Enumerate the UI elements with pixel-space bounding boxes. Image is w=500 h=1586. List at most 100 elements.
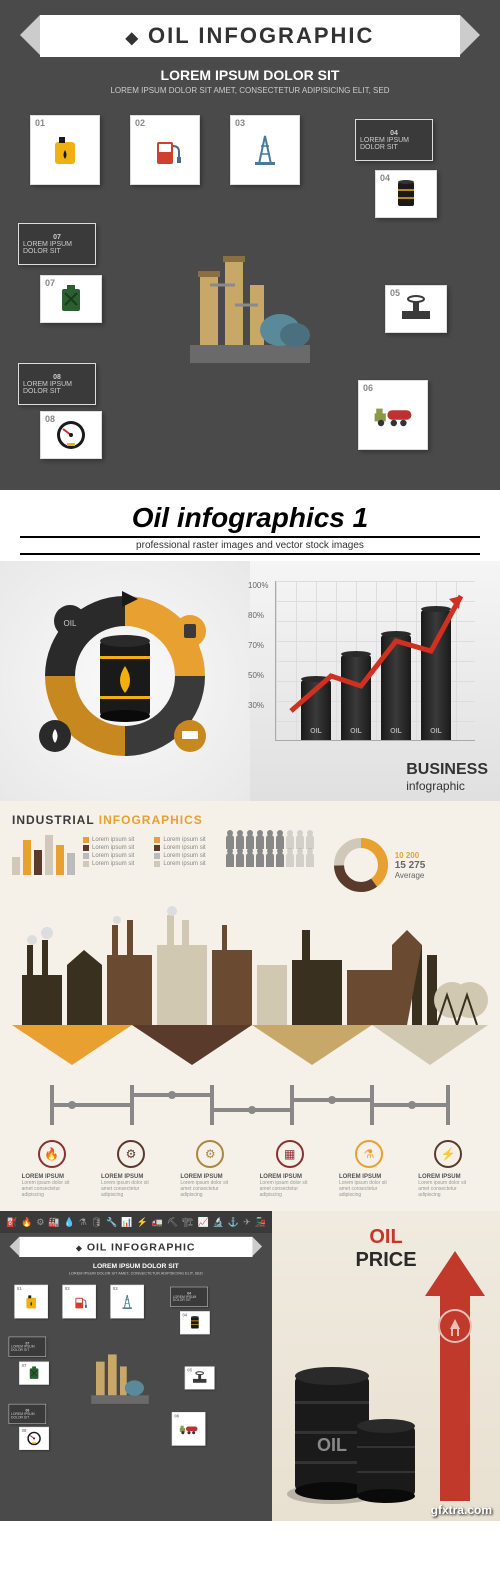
- title-banner: ◆ OIL INFOGRAPHIC: [40, 15, 460, 57]
- bar-chart: 100%80%70%50%30% OILOILOILOIL: [275, 581, 475, 741]
- process-icon: 🔥: [38, 1140, 66, 1168]
- oil-barrels-icon: OIL: [287, 1326, 427, 1506]
- info-box-barrel: 04: [180, 1311, 210, 1334]
- mini-bar: [67, 853, 75, 875]
- info-box-jerrycan: 07: [19, 1362, 49, 1385]
- lorem-block: LOREM IPSUMLorem ipsum dolor sit amet co…: [101, 1174, 161, 1198]
- person-icon: [286, 853, 294, 867]
- person-icon: [306, 853, 314, 867]
- people-icons: [226, 835, 314, 849]
- info-box-gauge: 08: [40, 411, 102, 459]
- lorem-block: LOREM IPSUMLorem ipsum dolor sit amet co…: [22, 1174, 82, 1198]
- info-box-tanker: 06: [172, 1412, 206, 1446]
- donut-stats: 10 200 15 275 Average: [395, 851, 426, 880]
- toolbar-icon: ✈: [243, 1217, 251, 1228]
- info-box-valve: 05: [385, 285, 447, 333]
- toolbar-icon: 🏭: [48, 1217, 59, 1228]
- info-box-04: 04LOREM IPSUM DOLOR SIT: [170, 1287, 207, 1307]
- row2: OIL 100%80%70%50%30% OILOILOILOIL BUSINE…: [0, 561, 500, 801]
- toolbar-icon: ⚓: [228, 1217, 239, 1228]
- triangle-divider: [12, 1025, 488, 1065]
- info-box-gauge: 08: [19, 1427, 49, 1450]
- info-box-04: 04LOREM IPSUM DOLOR SIT: [355, 119, 433, 161]
- toolbar-icon: 📊: [121, 1217, 132, 1228]
- collection-title: Oil infographics 1 professional raster i…: [0, 490, 500, 561]
- industrial-panel: INDUSTRIAL INFOGRAPHICS Lorem ipsum sitL…: [0, 801, 500, 1211]
- mini-oil-infographic: ⛽🔥⚙🏭💧⚗🛢🔧📊⚡🚛⛏🏗📈🔬⚓✈🚂 ◆ OIL INFOGRAPHIC LOR…: [0, 1211, 272, 1521]
- lorem-block: LOREM IPSUMLorem ipsum dolor sit amet co…: [180, 1174, 240, 1198]
- info-box-tanker: 06: [358, 380, 428, 450]
- y-axis-label: 30%: [248, 701, 264, 710]
- toolbar-icon: 🛢: [91, 1217, 102, 1228]
- person-icon: [256, 853, 264, 867]
- legend2: Lorem ipsum sit Lorem ipsum sit Lorem ipsu…: [154, 835, 205, 895]
- main-title: Oil infographics 1: [0, 502, 500, 534]
- person-icon: [226, 853, 234, 867]
- info-box-pump: 02: [62, 1285, 96, 1319]
- panel1-title: ◆ OIL INFOGRAPHIC: [48, 23, 452, 49]
- toolbar-icon: 🔧: [106, 1217, 117, 1228]
- legend-item: Lorem ipsum sit: [83, 845, 134, 851]
- toolbar-icon: 🔥: [21, 1217, 32, 1228]
- person-icon: [246, 853, 254, 867]
- person-icon: [276, 853, 284, 867]
- info-box-canister: 01: [30, 115, 100, 185]
- toolbar-icon: ⛽: [6, 1217, 17, 1228]
- svg-text:OIL: OIL: [317, 1435, 347, 1455]
- people-icons-2: [226, 853, 314, 867]
- info-box-jerrycan: 07: [40, 275, 102, 323]
- person-icon: [306, 835, 314, 849]
- business-chart-panel: 100%80%70%50%30% OILOILOILOIL BUSINESSin…: [250, 561, 500, 801]
- legend-item: Lorem ipsum sit: [154, 853, 205, 859]
- svg-text:OIL: OIL: [64, 619, 77, 628]
- toolbar-icon: 🚂: [255, 1217, 266, 1228]
- icon-toolbar: ⛽🔥⚙🏭💧⚗🛢🔧📊⚡🚛⛏🏗📈🔬⚓✈🚂: [0, 1211, 272, 1233]
- lorem-block: LOREM IPSUMLorem ipsum dolor sit amet co…: [260, 1174, 320, 1198]
- oil-price-panel: OILPRICE OIL gfxtra.com: [272, 1211, 500, 1521]
- toolbar-icon: ⚗: [79, 1217, 87, 1228]
- legend-item: Lorem ipsum sit: [154, 837, 205, 843]
- row4: ⛽🔥⚙🏭💧⚗🛢🔧📊⚡🚛⛏🏗📈🔬⚓✈🚂 ◆ OIL INFOGRAPHIC LOR…: [0, 1211, 500, 1521]
- person-icon: [226, 835, 234, 849]
- panel1-subtitle: LOREM IPSUM DOLOR SIT: [0, 67, 500, 83]
- info-box-derrick: 03: [110, 1285, 144, 1319]
- person-icon: [246, 835, 254, 849]
- toolbar-icon: 🔬: [213, 1217, 224, 1228]
- pipe-network: [12, 1075, 488, 1125]
- toolbar-icon: ⚡: [136, 1217, 147, 1228]
- info-box-derrick: 03: [230, 115, 300, 185]
- icon-row: 🔥⚙⚙▦⚗⚡: [12, 1140, 488, 1168]
- lorem-row: LOREM IPSUMLorem ipsum dolor sit amet co…: [12, 1174, 488, 1198]
- legend-item: Lorem ipsum sit: [154, 861, 205, 867]
- legend-item: Lorem ipsum sit: [83, 861, 134, 867]
- business-title: BUSINESSinfographic: [406, 761, 488, 793]
- refinery-icon: [180, 235, 320, 365]
- person-icon: [296, 853, 304, 867]
- panel1-desc: LOREM IPSUM DOLOR SIT AMET, CONSECTETUR …: [0, 86, 500, 95]
- panel1-grid: 01020304LOREM IPSUM DOLOR SIT0407LOREM I…: [0, 105, 500, 485]
- panel3-title: INDUSTRIAL INFOGRAPHICS: [12, 813, 488, 827]
- legend-item: Lorem ipsum sit: [154, 845, 205, 851]
- mini-bar: [56, 845, 64, 875]
- donut-chart: [334, 838, 389, 893]
- info-box-pump: 02: [130, 115, 200, 185]
- person-icon: [296, 835, 304, 849]
- price-arrow-icon: [425, 1251, 485, 1501]
- person-icon: [266, 835, 274, 849]
- lorem-block: LOREM IPSUMLorem ipsum dolor sit amet co…: [418, 1174, 478, 1198]
- watermark: gfxtra.com: [431, 1503, 492, 1517]
- info-box-07: 07LOREM IPSUM DOLOR SIT: [9, 1337, 46, 1357]
- process-icon: ▦: [276, 1140, 304, 1168]
- person-icon: [236, 835, 244, 849]
- oil-infographic-panel: ◆ OIL INFOGRAPHIC LOREM IPSUM DOLOR SIT …: [0, 0, 500, 490]
- circular-oil-diagram: OIL: [0, 561, 250, 801]
- info-box-valve: 05: [185, 1366, 215, 1389]
- info-box-08: 08LOREM IPSUM DOLOR SIT: [18, 363, 96, 405]
- process-icon: ⚙: [117, 1140, 145, 1168]
- trend-arrow-icon: [281, 581, 471, 731]
- legend-item: Lorem ipsum sit: [83, 853, 134, 859]
- info-box-barrel: 04: [375, 170, 437, 218]
- mini-bar: [23, 840, 31, 875]
- toolbar-icon: 💧: [64, 1217, 75, 1228]
- ring-chart: OIL: [0, 561, 250, 801]
